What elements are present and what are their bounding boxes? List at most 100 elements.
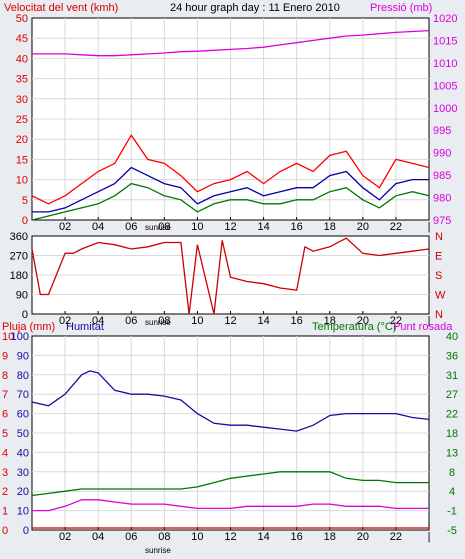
pressure-axis-label: Pressió (mb): [370, 2, 432, 14]
wind-xtick-label: 06: [125, 221, 137, 233]
rain-tick-label: 3: [2, 467, 8, 479]
rain-tick-label: 0: [2, 525, 8, 537]
wind-tick-label: 0: [22, 215, 28, 227]
temp-xtick-label: 22: [390, 531, 402, 543]
pressure-tick-label: 975: [433, 215, 451, 227]
wind-tick-label: 50: [16, 13, 28, 25]
wind-tick-label: 15: [16, 154, 28, 166]
direction-xtick-label: 18: [324, 315, 336, 327]
graph-title: 24 hour graph day : 11 Enero 2010: [170, 2, 340, 14]
wind-pressure-series: [31, 29, 430, 221]
temperature-tick-label: -5: [447, 525, 457, 537]
humidity-tick-label: 90: [17, 350, 29, 362]
sunrise-label-3: sunrise: [145, 546, 171, 555]
temp-xtick-label: 20: [357, 531, 369, 543]
direction-compass-label: N: [435, 309, 443, 321]
wind-xtick-label: 10: [191, 221, 203, 233]
wind-pressure-grid: [32, 18, 429, 220]
temperature-tick-label: 31: [446, 370, 458, 382]
temp-xtick-label: 16: [291, 531, 303, 543]
wind-xtick-label: 08: [158, 221, 170, 233]
rain-tick-label: 7: [2, 389, 8, 401]
pressure-tick-label: 1005: [433, 80, 457, 92]
direction-xtick-label: 22: [390, 315, 402, 327]
wind-xtick-label: 04: [92, 221, 104, 233]
rain-tick-label: 4: [2, 447, 8, 459]
direction-compass-label: E: [435, 251, 442, 263]
humidity-tick-label: 50: [17, 428, 29, 440]
wind-tick-label: 35: [16, 74, 28, 86]
wind-xtick-label: 20: [357, 221, 369, 233]
humidity-tick-label: 20: [17, 486, 29, 498]
wind-xtick-label: 16: [291, 221, 303, 233]
direction-degree-label: 90: [16, 290, 28, 302]
direction-time-ticks: 02 04 06 08 10 12 14 16 18 20 22 |: [59, 311, 430, 327]
temperature-tick-label: 36: [446, 350, 458, 362]
temp-xtick-label: |: [428, 531, 431, 543]
rain-tick-label: 6: [2, 409, 8, 421]
temp-xtick-label: 10: [191, 531, 203, 543]
direction-degree-label: 270: [10, 251, 28, 263]
temperature-tick-label: 4: [449, 486, 455, 498]
dewpoint-axis-label: Punt rosada: [393, 321, 453, 333]
direction-compass-label: W: [435, 290, 446, 302]
temperature-line: [31, 471, 429, 497]
dewpoint-line: [32, 499, 429, 512]
wind-time-ticks: 02 04 06 08 10 12 14 16 18 20 22 |: [59, 217, 430, 233]
direction-xtick-label: 10: [191, 315, 203, 327]
direction-xtick-label: 16: [291, 315, 303, 327]
temperature-tick-label: 18: [446, 428, 458, 440]
wind-tick-label: 5: [22, 195, 28, 207]
direction-compass-label: S: [435, 270, 442, 282]
temperature-tick-label: 27: [446, 389, 458, 401]
direction-xtick-label: 08: [158, 315, 170, 327]
direction-xtick-label: 12: [224, 315, 236, 327]
temp-humidity-grid: [32, 336, 429, 530]
rain-tick-label: 10: [2, 331, 14, 343]
temp-xtick-label: 04: [92, 531, 104, 543]
wind-xtick-label: 02: [59, 221, 71, 233]
pressure-line: [32, 29, 430, 57]
wind-direction-line: [31, 237, 430, 315]
direction-xtick-label: 20: [357, 315, 369, 327]
sunrise-label-2: sunrise: [145, 318, 171, 327]
pressure-tick-label: 995: [433, 125, 451, 137]
wind-xtick-label: 18: [324, 221, 336, 233]
pressure-ticks: 975 980 985 990 995 1000 1005 1010 1015 1020: [433, 13, 457, 227]
rain-tick-label: 5: [2, 428, 8, 440]
wind-xtick-label: 22: [390, 221, 402, 233]
humidity-tick-label: 60: [17, 409, 29, 421]
direction-degree-ticks: 0 90 180 270 360: [10, 231, 28, 321]
temperature-tick-label: 8: [449, 467, 455, 479]
wind-xtick-label: 14: [257, 221, 269, 233]
pressure-tick-label: 985: [433, 170, 451, 182]
pressure-tick-label: 1020: [433, 13, 457, 25]
temp-time-ticks: 02 04 06 08 10 12 14 16 18 20 22 |: [59, 527, 430, 543]
temperature-tick-label: 13: [446, 447, 458, 459]
direction-xtick-label: 04: [92, 315, 104, 327]
humidity-tick-label: 100: [11, 331, 29, 343]
temperature-tick-label: -1: [447, 506, 457, 518]
wind-direction-series: [31, 237, 430, 315]
rain-tick-label: 8: [2, 370, 8, 382]
temp-humidity-series: [31, 370, 430, 529]
wind-tick-label: 30: [16, 94, 28, 106]
wind-tick-label: 25: [16, 114, 28, 126]
humidity-tick-label: 40: [17, 447, 29, 459]
humidity-tick-label: 0: [23, 525, 29, 537]
pressure-tick-label: 990: [433, 148, 451, 160]
temp-xtick-label: 08: [158, 531, 170, 543]
temp-xtick-label: 18: [324, 531, 336, 543]
pressure-tick-label: 980: [433, 193, 451, 205]
temp-xtick-label: 06: [125, 531, 137, 543]
wind-tick-label: 45: [16, 33, 28, 45]
direction-degree-label: 180: [10, 270, 28, 282]
temperature-axis-label: Temperatura (°C): [312, 321, 396, 333]
wind-xtick-label: |: [428, 221, 431, 233]
humidity-tick-label: 80: [17, 370, 29, 382]
direction-xtick-label: 06: [125, 315, 137, 327]
